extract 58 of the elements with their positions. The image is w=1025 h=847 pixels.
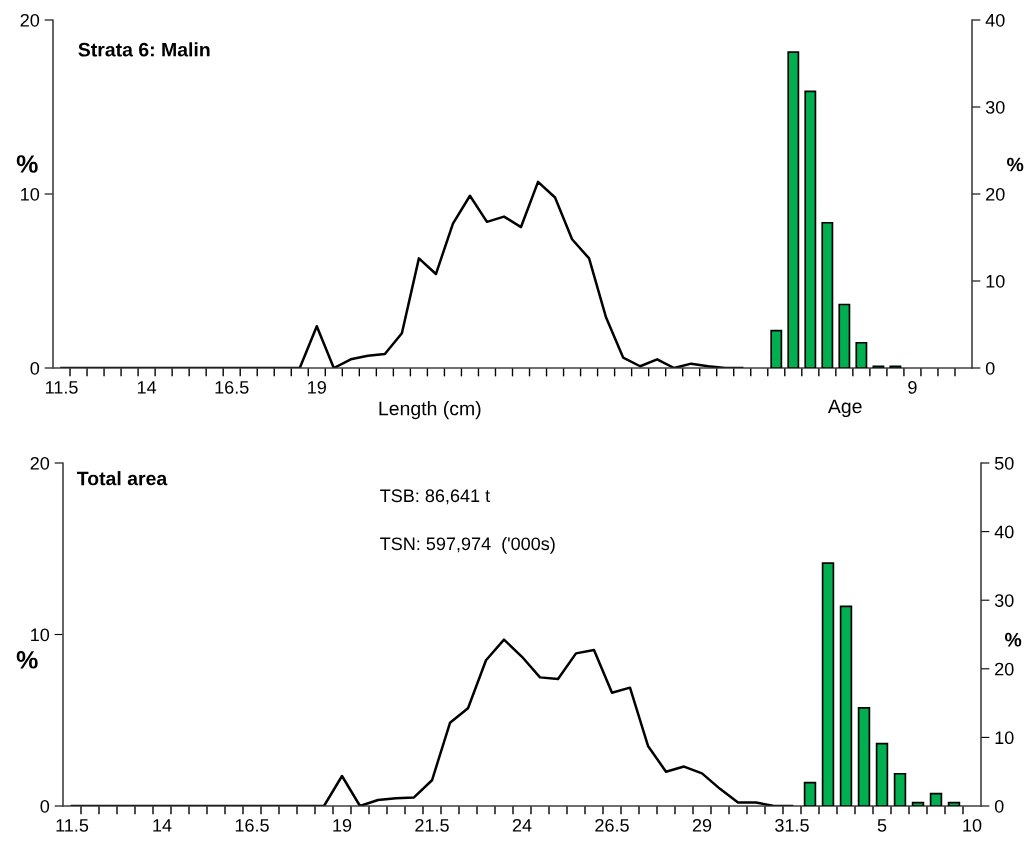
y2-tick-label: 40 xyxy=(985,13,1005,27)
x-tick-label: 26.5 xyxy=(595,818,629,832)
bar xyxy=(839,605,853,806)
x-tick-label: 11.5 xyxy=(45,381,78,394)
annotation: TSB: 86,641 t xyxy=(380,489,490,505)
x-tick-label: 9 xyxy=(908,380,917,394)
bar xyxy=(857,707,871,806)
y2-tick-label: 10 xyxy=(986,274,1005,288)
bar xyxy=(787,51,800,368)
x-tick-label: 31.5 xyxy=(775,818,809,832)
y-axis-title: % xyxy=(16,651,38,669)
bar xyxy=(893,772,907,806)
x-tick-label: 24 xyxy=(512,818,532,832)
x-tick-label: 16.5 xyxy=(235,818,269,832)
bar xyxy=(770,329,783,368)
x-tick-label: 14 xyxy=(137,381,157,394)
y-tick-label: 0 xyxy=(40,799,50,813)
bar xyxy=(821,562,835,806)
y2-tick-label: 50 xyxy=(994,456,1014,470)
y2-tick-label: 0 xyxy=(985,361,995,375)
y2-tick-label: 40 xyxy=(994,525,1014,539)
bar xyxy=(855,341,868,368)
bar xyxy=(804,90,817,368)
x-tick-label: 14 xyxy=(153,819,172,832)
y-axis-title: % xyxy=(16,155,38,173)
chart-title: Total area xyxy=(76,471,168,486)
bar xyxy=(803,781,817,806)
bar xyxy=(929,792,943,806)
y-tick-label: 10 xyxy=(21,187,40,201)
y2-tick-label: 20 xyxy=(986,187,1005,201)
y-tick-label: 10 xyxy=(31,628,50,642)
annotation: TSN: 597,974 ('000s) xyxy=(380,536,555,554)
bar xyxy=(875,742,889,806)
y2-tick-label: 30 xyxy=(994,594,1014,607)
y-tick-label: 20 xyxy=(30,456,50,470)
x-tick-label: 19 xyxy=(308,380,326,394)
y-tick-label: 20 xyxy=(20,13,40,27)
bar xyxy=(838,303,851,368)
y2-tick-label: 0 xyxy=(994,799,1004,813)
y2-axis-title: % xyxy=(1004,632,1022,647)
x-tick-label: 11.5 xyxy=(56,819,89,832)
y2-axis-title: % xyxy=(1007,157,1024,172)
text: Age xyxy=(827,399,862,418)
text: Strata 6: Malin xyxy=(78,42,210,57)
bar xyxy=(947,801,961,806)
y2-tick-label: 10 xyxy=(995,731,1014,745)
bar xyxy=(911,801,925,806)
x-tick-label: 5 xyxy=(877,819,887,832)
y2-tick-label: 30 xyxy=(985,100,1005,114)
x-tick-label: 10 xyxy=(963,818,982,832)
y2-tick-label: 20 xyxy=(995,662,1014,676)
y-tick-label: 0 xyxy=(30,361,40,375)
x-tick-label: 16.5 xyxy=(215,380,249,394)
bar xyxy=(821,221,834,368)
x-tick-label: 29 xyxy=(692,818,712,832)
x-tick-label: 21.5 xyxy=(415,818,449,832)
x-axis-title: Length (cm) xyxy=(379,401,481,420)
x-tick-label: 19 xyxy=(333,818,352,832)
